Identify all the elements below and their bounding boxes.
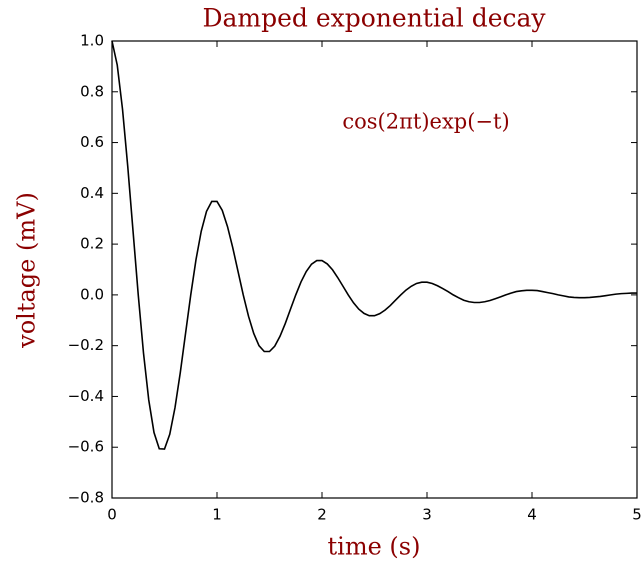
y-tick-label: −0.2 xyxy=(68,336,104,354)
data-line xyxy=(111,40,637,450)
y-tick-label: 1.0 xyxy=(80,32,104,50)
y-tick-label: 0.4 xyxy=(80,184,104,202)
y-axis-label: voltage (mV) xyxy=(13,192,41,349)
y-tick-label: −0.8 xyxy=(68,489,104,507)
x-tick-label: 0 xyxy=(107,506,117,524)
y-tick-label: −0.6 xyxy=(68,438,104,456)
x-tick-label: 1 xyxy=(212,506,222,524)
y-tick-label: 0.6 xyxy=(80,133,104,151)
annotation: cos(2πt)exp(−t) xyxy=(342,110,509,134)
y-tick-label: 0.2 xyxy=(80,235,104,253)
y-tick-label: −0.4 xyxy=(68,387,104,405)
x-axis-label: time (s) xyxy=(328,533,421,561)
y-tick-label: 0.0 xyxy=(80,285,104,303)
x-tick-label: 3 xyxy=(422,506,432,524)
x-tick-label: 5 xyxy=(632,506,642,524)
chart-title: Damped exponential decay xyxy=(202,4,546,33)
y-tick-label: 0.8 xyxy=(80,82,104,100)
x-tick-label: 4 xyxy=(527,506,537,524)
axes-frame xyxy=(111,40,638,499)
x-tick-label: 2 xyxy=(317,506,327,524)
